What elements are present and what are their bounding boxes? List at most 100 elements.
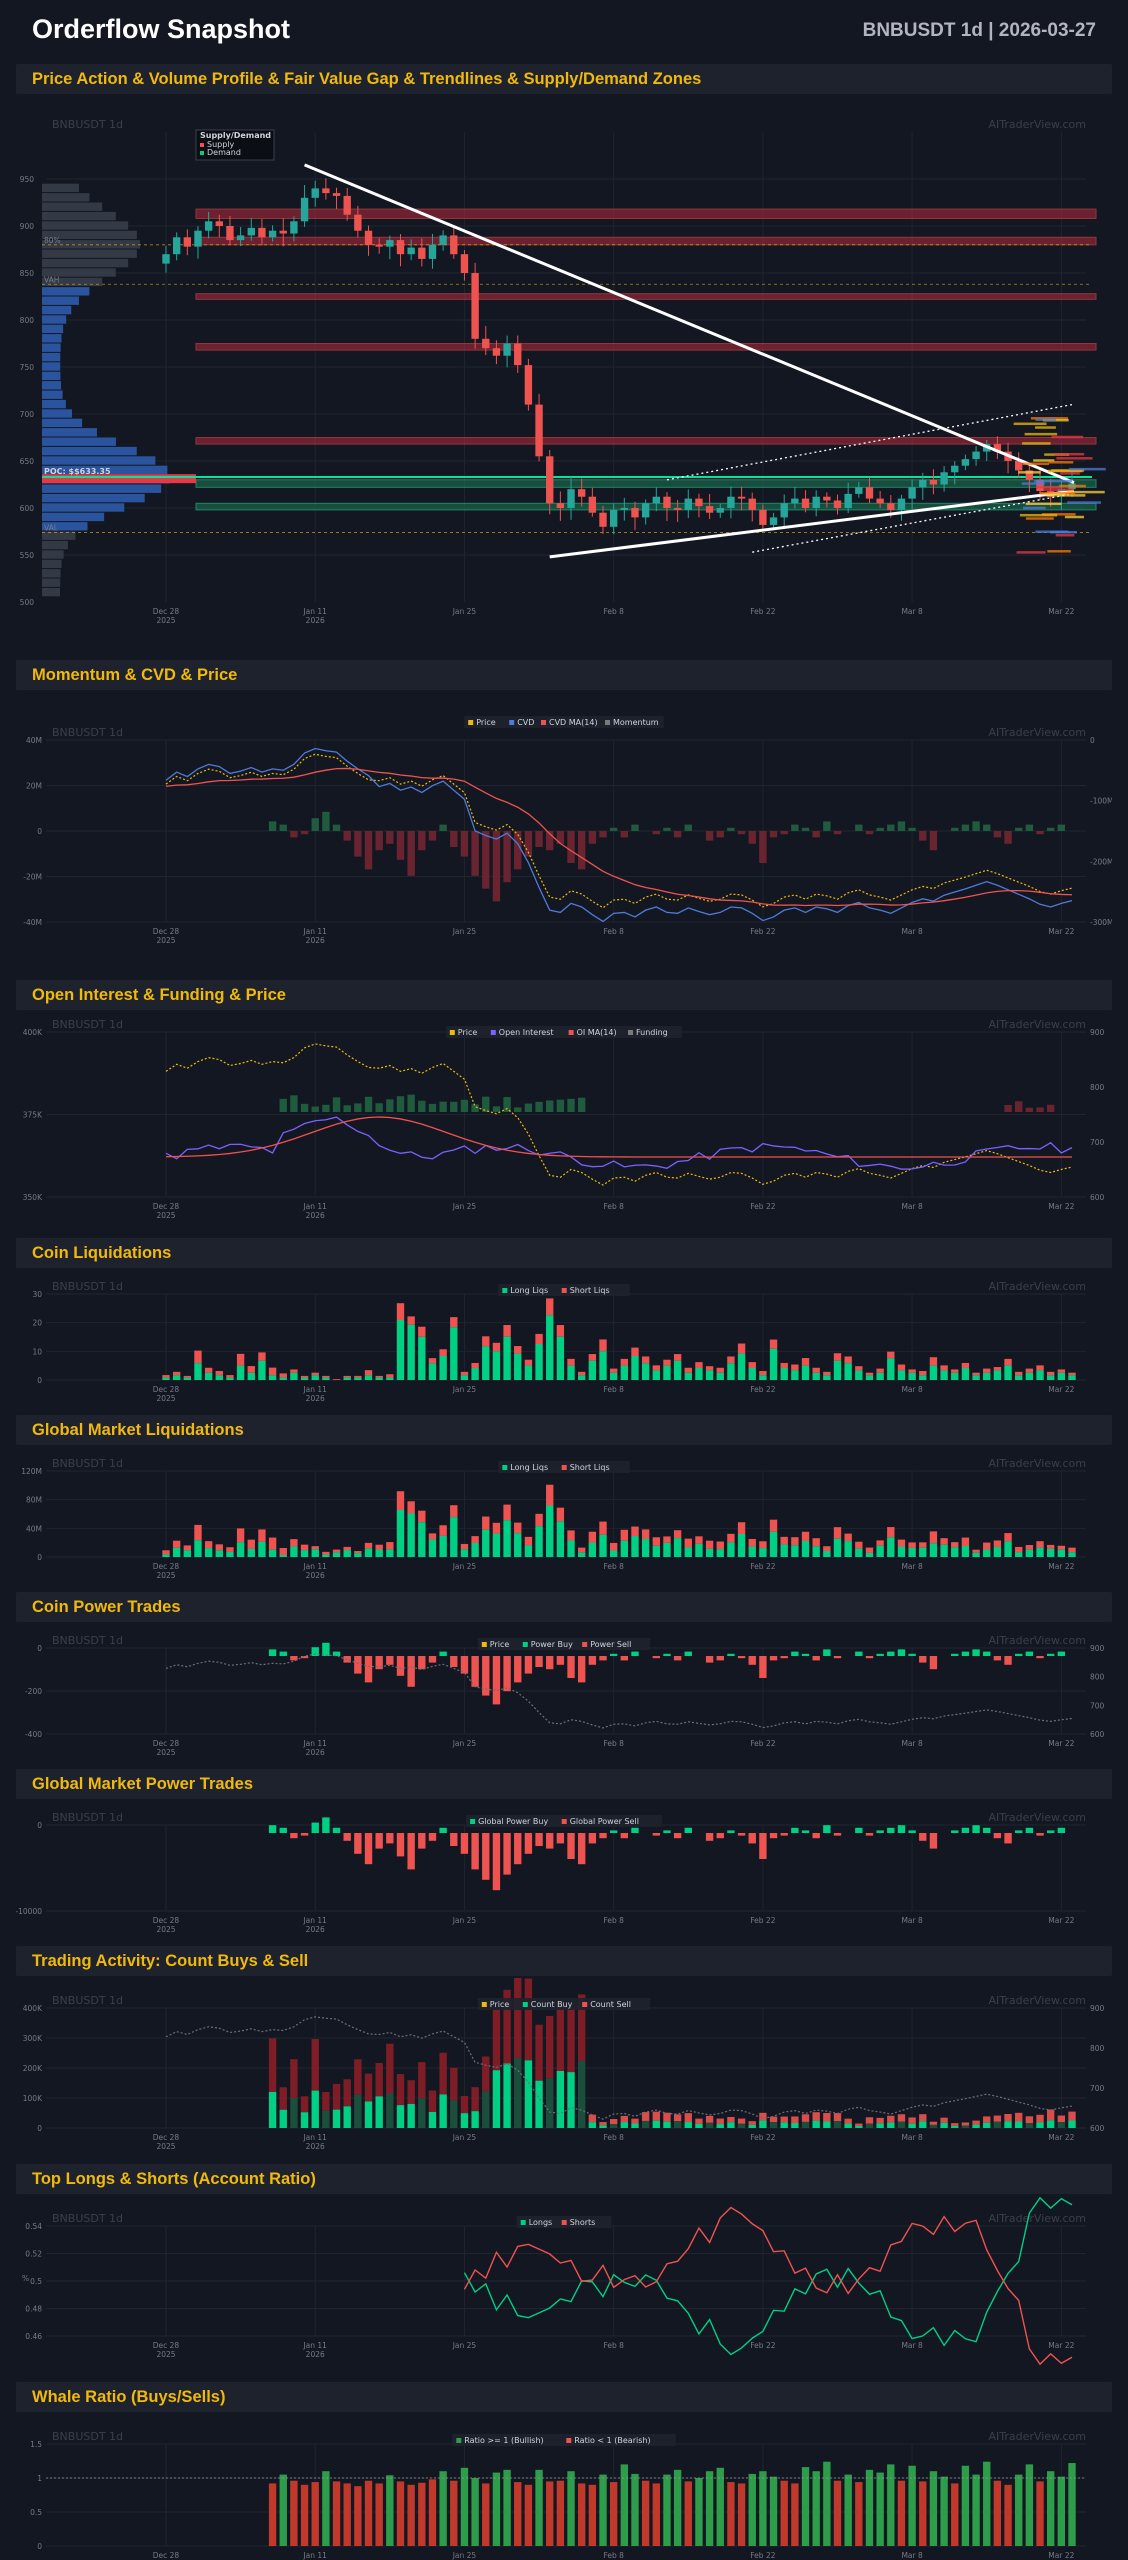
count-sell-bar [578, 1994, 586, 2062]
order-heat-tick [1041, 513, 1076, 516]
global-power-trade-bar [972, 1825, 980, 1833]
short-bar [311, 1372, 319, 1376]
legend-swatch [502, 1288, 508, 1293]
count-buy-bar [812, 2120, 820, 2128]
x-tick-label: Dec 28 [153, 2551, 180, 2560]
long-bar [791, 1545, 799, 1557]
whale-ratio-bar [865, 2469, 874, 2546]
momentum-bar [972, 821, 980, 831]
count-sell-bar [556, 2001, 565, 2071]
order-heat-tick [1024, 432, 1058, 436]
candle-body [407, 247, 415, 255]
whale-ratio-bar [535, 2469, 543, 2546]
global-power-trade-bar [1025, 1827, 1034, 1833]
global-power-trade-bar [460, 1833, 469, 1854]
long-bar [556, 1521, 565, 1557]
power-trade-bar [663, 1653, 671, 1656]
short-bar [695, 1362, 703, 1368]
volume-profile-bar [42, 362, 61, 371]
channel-upper [666, 403, 1073, 481]
order-heat-tick [1068, 467, 1106, 471]
short-bar [322, 1375, 330, 1378]
momentum-bar [652, 831, 660, 835]
count-sell-bar [311, 2039, 319, 2091]
short-bar [897, 1364, 906, 1371]
global-power-trade-bar [290, 1833, 298, 1839]
short-bar [887, 1351, 895, 1359]
power-trade-bar [364, 1656, 373, 1683]
count-buy-bar [1046, 2120, 1055, 2128]
short-bar [812, 1367, 820, 1373]
long-bar [919, 1375, 927, 1380]
count-buy-bar [599, 2125, 607, 2128]
cvd-ma-line [165, 767, 1073, 907]
short-bar [812, 1538, 820, 1547]
whale-ratio-bar [801, 2467, 810, 2546]
long-bar [865, 1375, 874, 1380]
long-bar [769, 1348, 778, 1380]
count-buy-bar [471, 2111, 479, 2128]
candle-body [972, 451, 980, 460]
power-trade-bar [929, 1656, 938, 1670]
order-heat-tick [1023, 506, 1046, 510]
global-power-trade-bar [492, 1833, 501, 1891]
order-heat-tick [1055, 534, 1075, 537]
funding-bar [290, 1095, 298, 1112]
power-trade-bar [993, 1656, 1002, 1661]
short-bar [748, 1362, 756, 1368]
momentum-bar [609, 827, 618, 831]
short-bar [546, 1484, 554, 1506]
long-bar [972, 1552, 980, 1557]
short-bar [375, 1375, 383, 1378]
whale-ratio-bar [418, 2482, 426, 2546]
count-sell-bar [812, 2112, 820, 2121]
count-buy-bar [386, 2093, 394, 2128]
x-tick-label: Jan 11 [302, 1916, 327, 1925]
section-header-trading-activity: Trading Activity: Count Buys & Sell [16, 1946, 1112, 1976]
momentum-bar [460, 831, 469, 857]
global-power-trade-bar [609, 1830, 618, 1833]
x-tick-label: Jan 11 [302, 1739, 327, 1748]
volume-profile-bar [42, 287, 90, 296]
power-trade-bar [823, 1649, 831, 1656]
order-heat-tick [1025, 517, 1054, 520]
short-bar [247, 1366, 255, 1373]
funding-bar [300, 1103, 309, 1112]
funding-bar [460, 1099, 469, 1112]
long-bar [695, 1368, 703, 1380]
global-power-trade-bar [1004, 1833, 1012, 1844]
count-sell-bar [279, 2087, 287, 2110]
candle-body [588, 496, 597, 513]
short-bar [215, 1371, 223, 1376]
count-buy-bar [727, 2122, 735, 2128]
short-bar [162, 1375, 170, 1378]
cvd-line [165, 747, 1073, 923]
short-bar [599, 1521, 607, 1535]
count-buy-bar [940, 2122, 948, 2128]
short-bar [972, 1372, 980, 1376]
momentum-bar [908, 827, 916, 831]
y-tick-label: 1.5 [30, 2440, 42, 2449]
candle-body [514, 343, 522, 366]
candle-body [290, 221, 298, 234]
momentum-bar [524, 831, 533, 857]
long-bar [535, 1344, 543, 1380]
power-trade-bar [418, 1656, 426, 1670]
global-power-trade-bar [876, 1830, 884, 1833]
funding-bar [535, 1101, 543, 1112]
volume-profile-bar [42, 202, 103, 211]
count-sell-bar [482, 2056, 490, 2092]
short-bar [1004, 1358, 1012, 1366]
volume-profile-bar [42, 550, 64, 559]
count-sell-bar [705, 2115, 714, 2123]
momentum-bar [737, 831, 746, 835]
order-heat-tick [1048, 461, 1074, 464]
count-sell-bar [450, 2067, 458, 2101]
x-tick-label: Jan 11 [302, 607, 327, 616]
long-bar [194, 1540, 202, 1557]
global-power-trade-bar [652, 1833, 660, 1836]
short-bar [1015, 1546, 1023, 1553]
count-buy-bar [439, 2094, 447, 2128]
global-power-trade-bar [279, 1827, 287, 1833]
global-power-trade-bar [812, 1833, 820, 1839]
